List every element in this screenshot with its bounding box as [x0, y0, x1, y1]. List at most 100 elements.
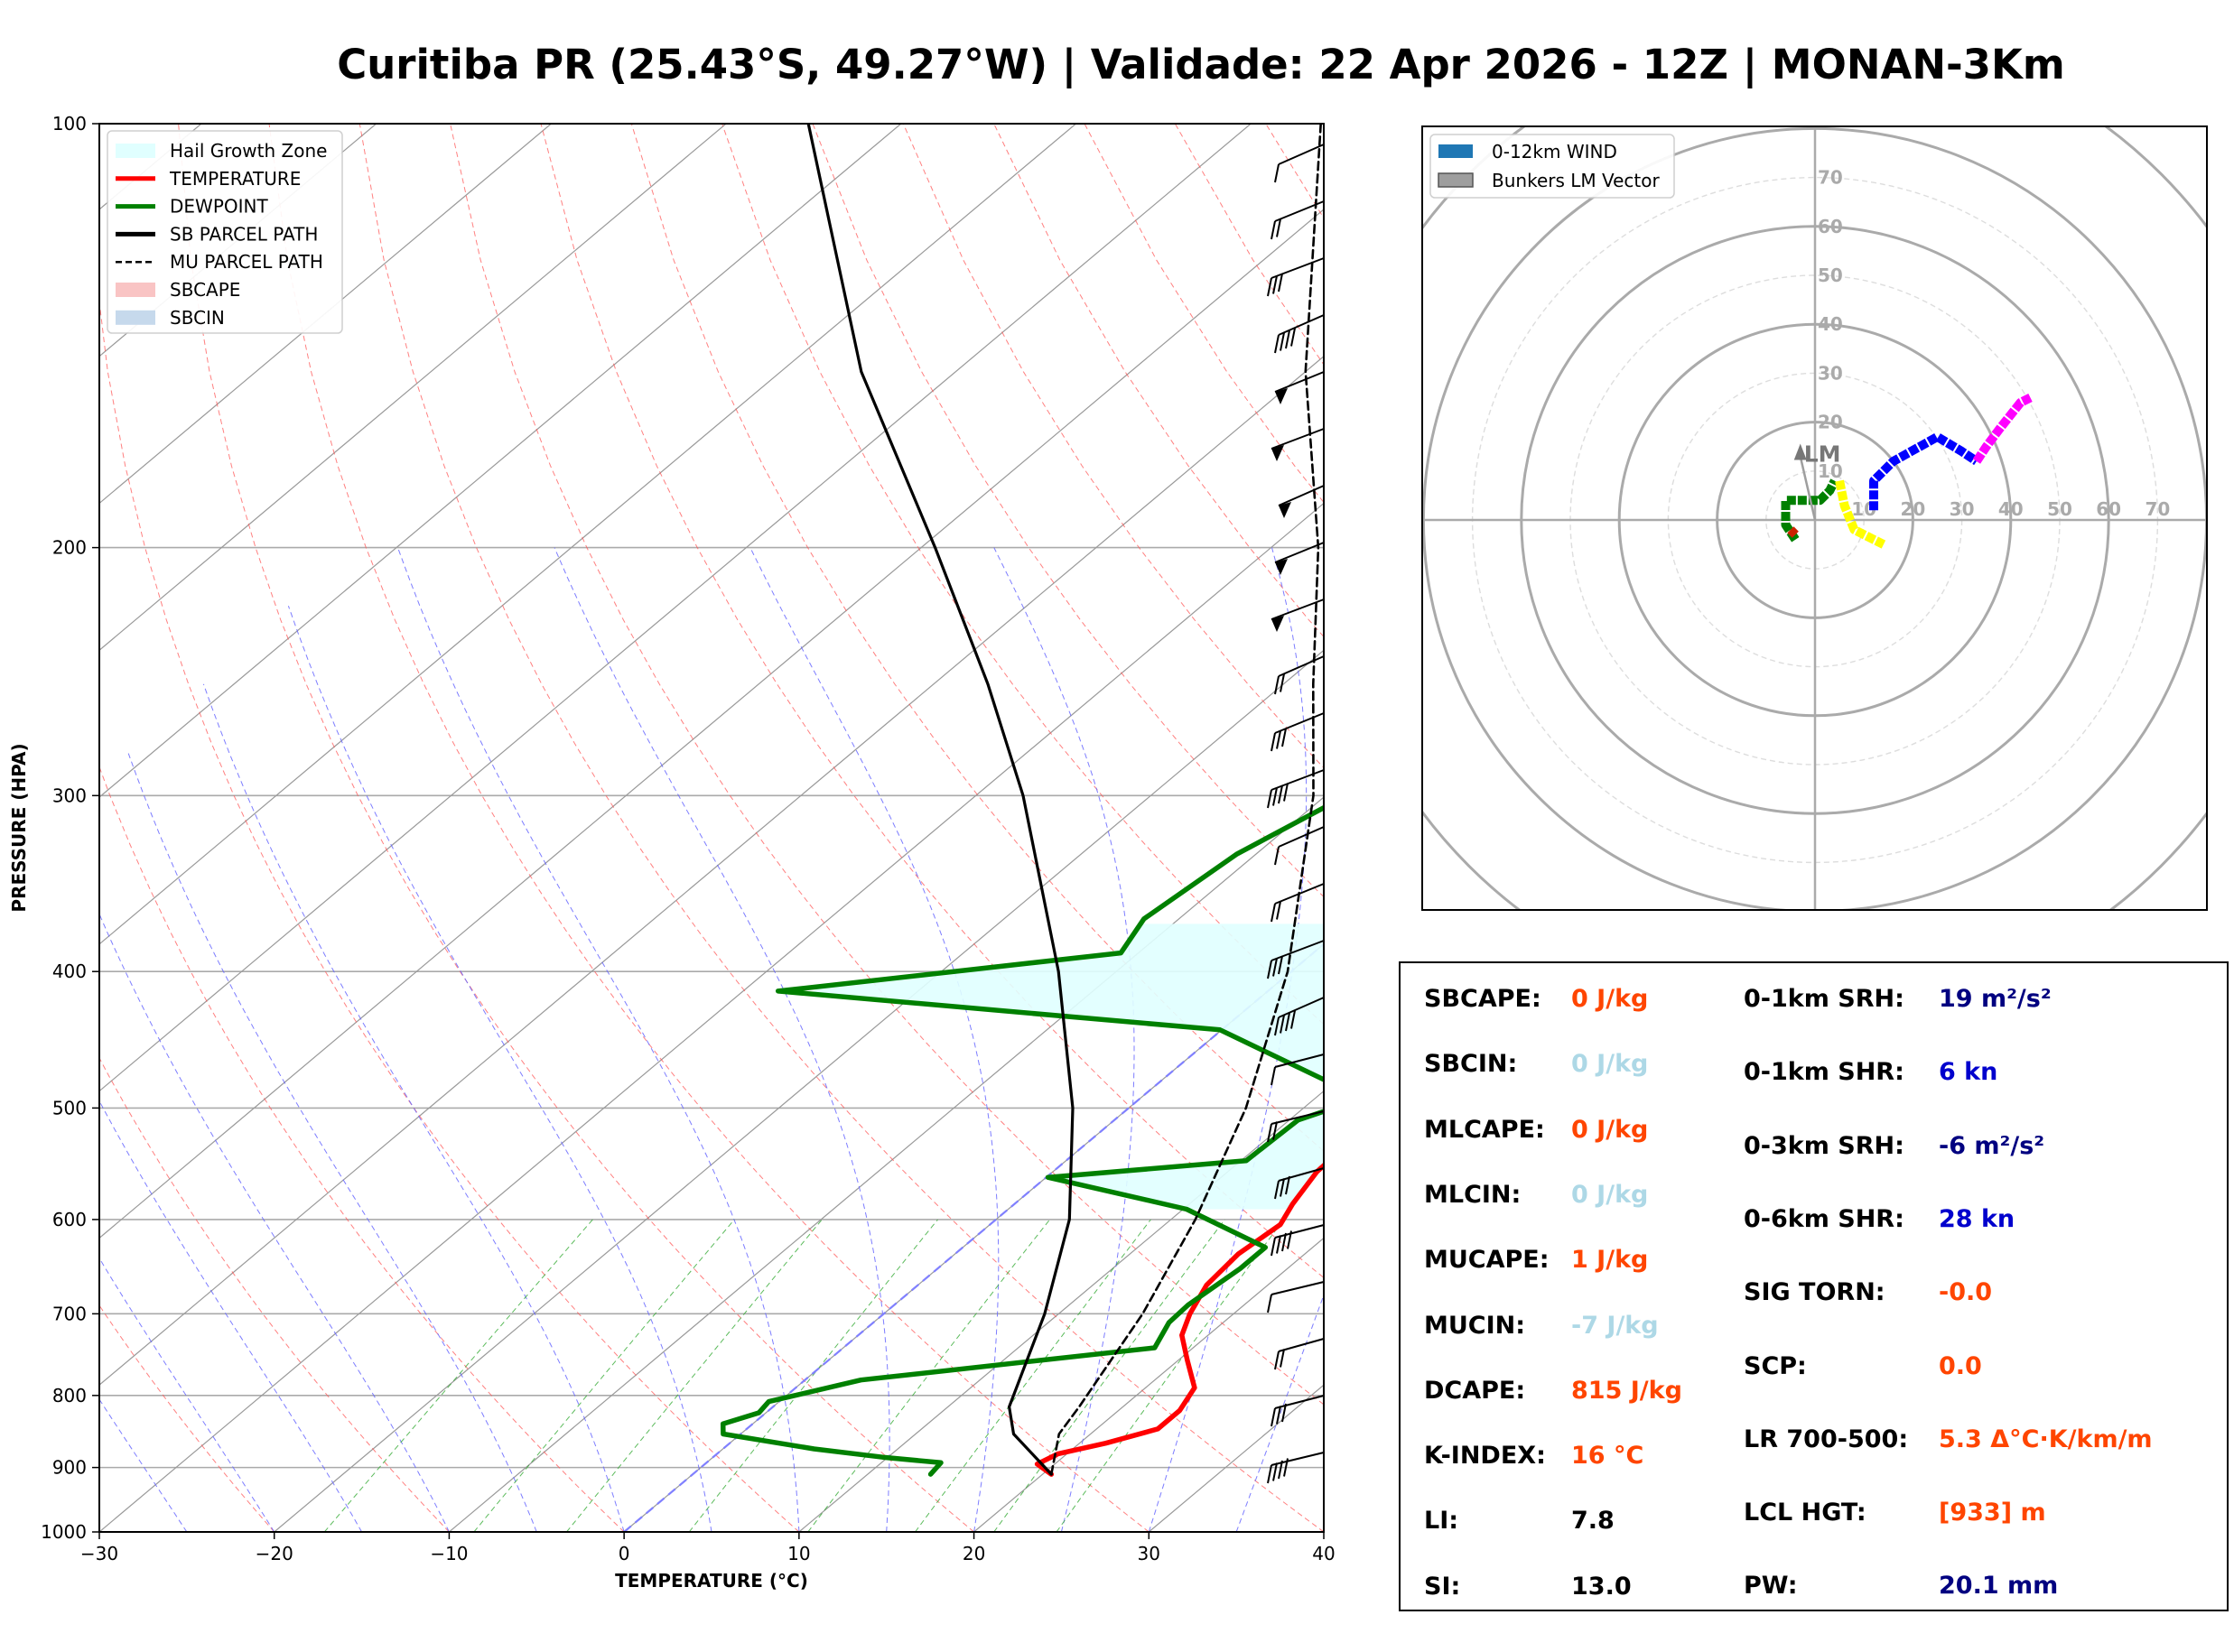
wind-barb-staff: [1278, 1167, 1325, 1182]
wind-barb-feather: [1280, 332, 1285, 351]
wind-barb: [1267, 940, 1325, 979]
wind-barb-feather: [1274, 163, 1280, 183]
moist-adiabat: [99, 1531, 100, 1532]
y-tick-label: 200: [52, 537, 87, 559]
isotherm: [99, 124, 1252, 1092]
hodo-legend-swatch: [1438, 144, 1473, 158]
wind-barb-staff: [1278, 144, 1325, 165]
moist-adiabat: [99, 1398, 188, 1532]
x-tick-label: −10: [430, 1543, 468, 1564]
index-value: 13.0: [1571, 1572, 1632, 1601]
hodo-segment-0-3km: [1781, 478, 1839, 543]
wind-barb-feather: [1281, 1403, 1287, 1423]
wind-barb-feather: [1271, 1237, 1276, 1257]
legend-label: SBCIN: [170, 307, 225, 329]
wind-barb: [1271, 883, 1325, 923]
wind-barb: [1274, 997, 1325, 1036]
wind-barb: [1271, 428, 1325, 461]
hodo-segment-3-6km: [1835, 479, 1886, 549]
wind-barb: [1274, 314, 1325, 354]
x-tick-label: 0: [619, 1543, 630, 1564]
x-tick-label: 10: [787, 1543, 810, 1564]
wind-barb-feather: [1274, 846, 1280, 866]
hodo-tick-label: 60: [2096, 498, 2121, 520]
hodo-tick-label: 10: [1818, 460, 1843, 482]
wind-barb-feather: [1287, 1230, 1292, 1249]
y-tick-label: 500: [52, 1097, 87, 1118]
index-label: SBCAPE:: [1424, 985, 1541, 1013]
legend-label: Hail Growth Zone: [170, 140, 327, 162]
moist-adiabat: [993, 547, 1135, 1532]
index-value: 7.8: [1571, 1507, 1615, 1536]
wind-barbs: [1267, 144, 1325, 1484]
hodo-tick-label: 30: [1818, 362, 1843, 384]
wind-barb-feather: [1267, 1123, 1272, 1143]
wind-barb-staff: [1271, 1110, 1325, 1125]
wind-barb-feather: [1267, 277, 1272, 297]
wind-barb-feather: [1280, 673, 1285, 692]
index-value: [933] m: [1939, 1499, 2046, 1527]
wind-barb-feather: [1280, 1349, 1285, 1368]
index-value: 815 J/kg: [1571, 1376, 1682, 1405]
wind-barb: [1271, 712, 1325, 752]
index-value: 6 kn: [1939, 1058, 1998, 1087]
wind-barb: [1274, 826, 1325, 866]
y-tick-label: 300: [52, 784, 87, 806]
isotherm: [274, 649, 1324, 1532]
chart-title: Curitiba PR (25.43°S, 49.27°W) | Validad…: [337, 41, 2065, 88]
wind-barb-feather: [1278, 1460, 1283, 1480]
wind-barb-staff: [1274, 1395, 1325, 1409]
hail-growth-zone: [810, 923, 1324, 1210]
bunkers-arrowhead: [1793, 443, 1807, 460]
wind-barb-feather: [1276, 218, 1281, 237]
legend-frame: [107, 130, 343, 334]
wind-barb-staff: [1274, 712, 1325, 734]
storm-motion-label: LM: [1804, 441, 1841, 468]
hodo-tick-label: 30: [1950, 498, 1975, 520]
wind-barb: [1278, 485, 1325, 518]
index-label: LCL HGT:: [1744, 1499, 1866, 1527]
wind-barb-flag: [1275, 388, 1288, 404]
wind-barb-staff: [1278, 485, 1325, 506]
wind-barb-feather: [1281, 728, 1287, 747]
wind-barb-feather: [1278, 955, 1283, 975]
moist-adiabat: [127, 753, 537, 1532]
wind-barb-feather: [1278, 273, 1283, 292]
wind-barb: [1267, 1110, 1325, 1143]
index-label: DCAPE:: [1424, 1376, 1526, 1405]
wind-barb-staff: [1271, 1452, 1325, 1466]
moist-adiabat: [287, 606, 712, 1532]
legend-swatch: [116, 283, 155, 297]
isotherm: [99, 355, 1324, 1386]
wind-barb-feather: [1267, 1464, 1272, 1484]
wind-barb-flag: [1279, 502, 1291, 518]
index-label: MUCAPE:: [1424, 1246, 1550, 1275]
x-tick-label: −30: [80, 1543, 118, 1564]
isotherm: [99, 209, 1324, 1239]
moist-adiabat: [99, 1257, 275, 1532]
index-label: 0-6km SHR:: [1744, 1204, 1904, 1233]
y-tick-label: 800: [52, 1385, 87, 1406]
index-label: 0-1km SRH:: [1744, 985, 1904, 1013]
wind-barb-staff: [1278, 826, 1325, 848]
wind-barb-feather: [1283, 1458, 1289, 1477]
index-value: -0.0: [1939, 1278, 1993, 1307]
mixing-ratio-line: [566, 1219, 823, 1532]
dry-adiabat: [99, 1304, 275, 1532]
index-label: SCP:: [1744, 1351, 1807, 1380]
index-value: 0 J/kg: [1571, 1180, 1649, 1209]
isotherm: [798, 1090, 1324, 1532]
hodograph-data: LM: [1781, 394, 2033, 549]
x-tick-label: 30: [1138, 1543, 1160, 1564]
y-tick-label: 700: [52, 1303, 87, 1324]
wind-barb: [1271, 1053, 1325, 1086]
index-value: -6 m²/s²: [1939, 1131, 2045, 1160]
moist-adiabat: [202, 683, 625, 1532]
series-dewpoint: [720, 804, 1324, 1477]
dry-adiabat: [99, 298, 800, 1532]
wind-barb-feather: [1280, 1015, 1285, 1034]
wind-barb-feather: [1267, 960, 1272, 979]
wind-barb-staff: [1274, 1053, 1325, 1068]
index-label: LI:: [1424, 1507, 1459, 1536]
wind-barb: [1271, 1224, 1325, 1257]
